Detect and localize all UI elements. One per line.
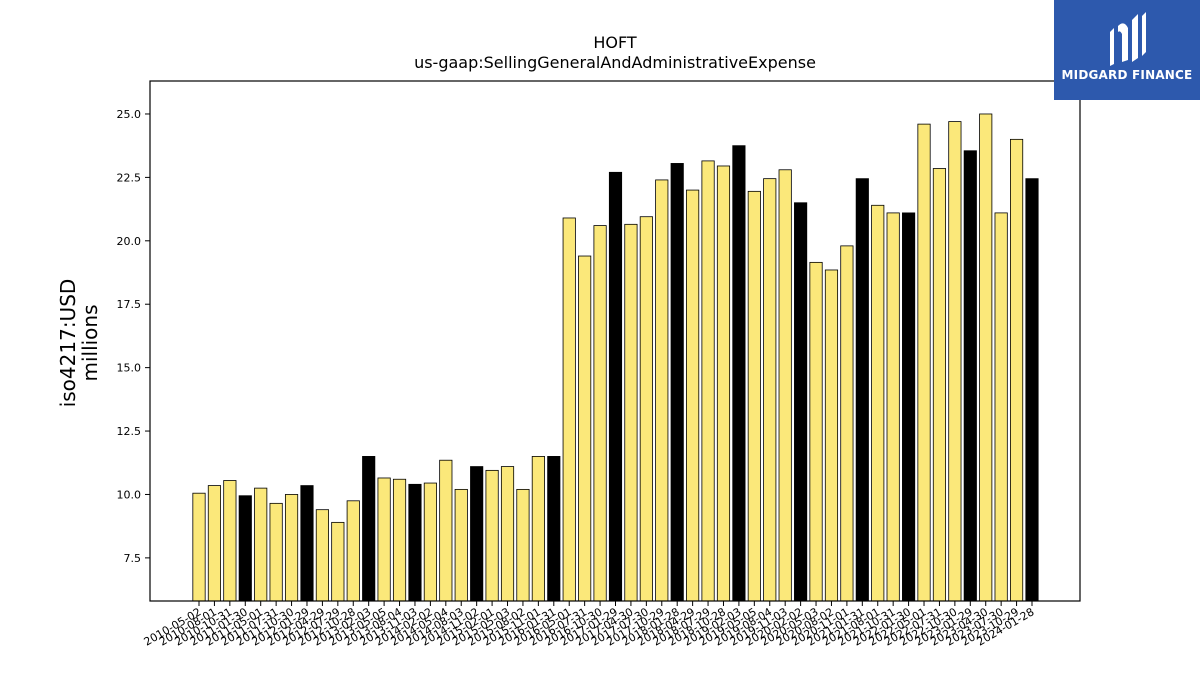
bar (855, 178, 869, 602)
bar (963, 150, 977, 602)
bar (624, 223, 638, 602)
y-axis-unit: millions (78, 304, 102, 381)
bar (300, 485, 314, 602)
bar (655, 179, 669, 602)
bar (578, 255, 592, 602)
bar (732, 145, 746, 602)
bar (362, 456, 376, 602)
y-axis: 7.5 10.0 12.5 15.0 17.5 20.0 22.5 25.0 (117, 108, 150, 565)
plot-frame (149, 80, 1081, 602)
bar (871, 204, 885, 602)
bar (593, 225, 607, 602)
bar (716, 165, 731, 602)
bar (886, 212, 900, 602)
y-tick-label: 15.0 (117, 362, 142, 375)
bar (485, 469, 499, 602)
bar (377, 477, 391, 602)
y-tick-label: 25.0 (117, 108, 142, 121)
bar (670, 163, 684, 602)
bar (840, 245, 854, 602)
bar (423, 482, 437, 602)
y-axis-label: iso4217:USD (56, 279, 80, 408)
bars (192, 113, 1039, 602)
bar (439, 459, 453, 602)
bar (223, 480, 237, 602)
bar (809, 261, 823, 602)
bar (315, 509, 329, 602)
bar (948, 121, 962, 602)
bar (562, 217, 576, 602)
bar (932, 168, 947, 602)
midgard-finance-logo: MIDGARD FINANCE (1054, 0, 1200, 100)
bar (547, 456, 561, 602)
bar (902, 212, 916, 602)
y-tick-label: 20.0 (117, 235, 142, 248)
y-tick-label: 17.5 (117, 298, 142, 311)
bar (470, 466, 484, 602)
chart-title: HOFT (593, 33, 637, 52)
bar (331, 521, 345, 602)
bar (207, 485, 221, 602)
bar (269, 502, 283, 602)
bar (747, 190, 761, 602)
bar (794, 202, 808, 602)
bar (454, 488, 468, 602)
bar (500, 466, 515, 602)
y-tick-label: 12.5 (117, 425, 142, 438)
x-axis: 2010-05-022010-08-012010-10-312011-01-30… (142, 601, 1037, 649)
bar (284, 494, 299, 602)
midgard-logo-icon (1110, 12, 1146, 66)
bar (1025, 178, 1039, 602)
bar (531, 456, 545, 602)
y-tick-label: 10.0 (117, 488, 142, 501)
y-tick-label: 22.5 (117, 171, 142, 184)
bar (516, 488, 530, 602)
bar (346, 500, 360, 602)
bar (608, 171, 623, 602)
logo-text: MIDGARD FINANCE (1061, 68, 1193, 82)
bar (192, 492, 206, 602)
chart-subtitle: us-gaap:SellingGeneralAndAdministrativeE… (414, 53, 816, 72)
bar (254, 487, 268, 602)
bar (686, 189, 700, 602)
bar (824, 269, 839, 602)
bar (639, 216, 653, 602)
bar (763, 178, 777, 602)
bar (701, 160, 715, 602)
bar (238, 495, 252, 602)
bar (408, 483, 422, 602)
bar (392, 478, 407, 602)
bar (994, 212, 1008, 602)
bar (979, 113, 993, 602)
y-tick-label: 7.5 (124, 552, 142, 565)
bar (778, 169, 792, 602)
bar (1010, 138, 1024, 602)
bar (917, 123, 931, 602)
